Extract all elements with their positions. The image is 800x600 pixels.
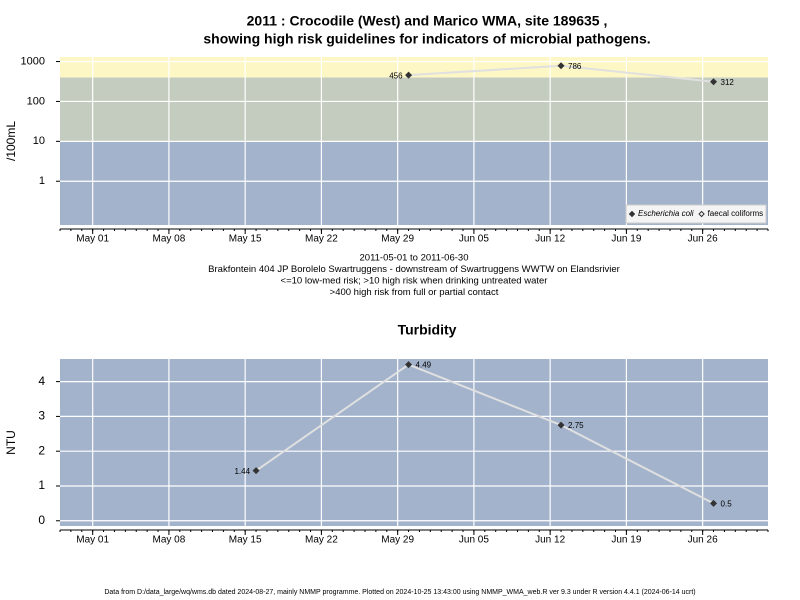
legend-label: Escherichia coli [638,209,694,218]
data-label: 1.44 [234,467,250,476]
y-tick-label: 1000 [21,55,45,67]
chart-title: 2011 : Crocodile (West) and Marico WMA, … [247,13,608,29]
legend-label: faecal coliforms [708,209,764,218]
data-label: 786 [568,62,582,71]
x-tick-label: May 22 [305,535,338,546]
y-tick-label: 4 [38,374,45,388]
x-tick-label: May 08 [153,535,186,546]
footer: Data from D:/data_large/wq/wms.db dated … [104,589,695,596]
x-tick-label: Jun 26 [688,234,718,245]
data-label: 2.75 [568,421,584,430]
y-tick-label: 10 [33,135,45,147]
x-tick-label: Jun 26 [688,535,718,546]
y-tick-label: 100 [27,95,45,107]
y-tick-label: 2 [38,443,45,457]
data-label: 312 [721,78,735,87]
chart-title: Turbidity [398,322,457,338]
legend-box [625,204,767,224]
note: 2011-05-01 to 2011-06-30 [360,253,469,264]
risk-band [60,77,768,142]
y-axis-label: /100mL [4,121,18,161]
y-tick-label: 1 [38,478,45,492]
data-label: 456 [389,71,403,80]
data-point [405,71,413,79]
x-tick-label: May 29 [381,535,414,546]
x-tick-label: May 15 [229,234,262,245]
data-point [252,467,260,475]
data-label: 4.49 [416,361,432,370]
y-tick-label: 1 [39,175,45,187]
note: >400 high risk from full or partial cont… [330,287,499,298]
data-point [405,361,413,369]
series-line [255,363,714,505]
data-point [557,421,565,429]
x-tick-label: Jun 05 [459,535,489,546]
plot-background [60,359,768,526]
y-axis-label: NTU [4,430,18,455]
note: <=10 low-med risk; >10 high risk when dr… [281,276,548,287]
x-tick-label: Jun 12 [535,234,565,245]
legend-marker [698,210,705,218]
y-tick-label: 0 [38,513,45,527]
x-tick-label: May 01 [76,535,109,546]
y-tick-label: 3 [38,409,45,423]
x-tick-label: May 15 [229,535,262,546]
x-tick-label: Jun 19 [611,535,641,546]
chart-title: showing high risk guidelines for indicat… [203,31,650,47]
x-tick-label: Jun 19 [611,234,641,245]
legend-marker [628,210,636,218]
x-tick-label: May 08 [153,234,186,245]
data-point [710,499,718,507]
x-tick-label: Jun 12 [535,535,565,546]
x-tick-label: Jun 05 [459,234,489,245]
x-tick-label: May 22 [305,234,338,245]
data-point [710,78,718,86]
note: Brakfontein 404 JP Borolelo Swartruggens… [208,264,620,275]
x-tick-label: May 01 [76,234,109,245]
x-tick-label: May 29 [381,234,414,245]
data-point [557,62,565,70]
data-label: 0.5 [721,499,733,508]
